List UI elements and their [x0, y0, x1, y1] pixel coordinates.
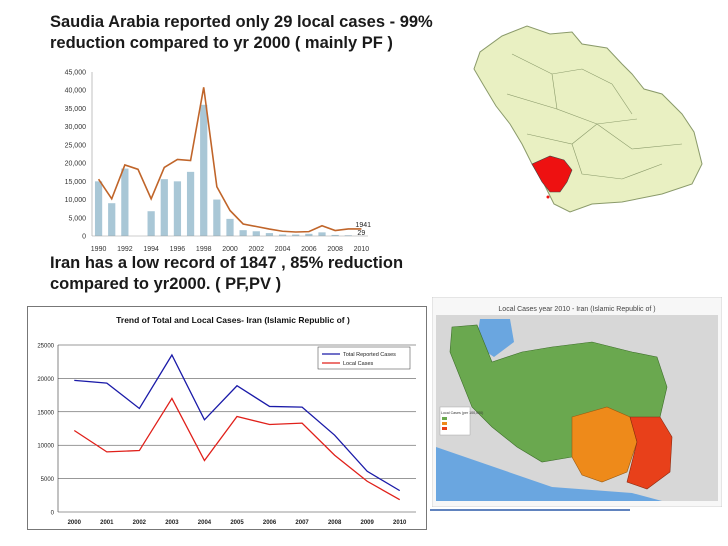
saudi-bar	[292, 234, 300, 236]
saudi-x-tick-label: 1992	[117, 246, 133, 253]
iran-medium-region	[571, 406, 638, 483]
iran-y-tick-label: 5000	[41, 477, 55, 483]
saudi-bar	[265, 233, 274, 236]
iran-heading: Iran has a low record of 1847 , 85% redu…	[50, 254, 404, 293]
saudi-bar	[226, 218, 234, 236]
iran-map-legend	[439, 406, 471, 436]
iran-series-line	[73, 397, 401, 501]
saudi-y-tick-label: 15,000	[65, 179, 87, 186]
iran-lines	[73, 353, 401, 501]
iran-cases-chart: Trend of Total and Local Cases- Iran (Is…	[37, 315, 416, 526]
saudi-bar	[331, 234, 339, 236]
saudi-bar	[108, 203, 116, 236]
saudi-bar	[278, 234, 287, 236]
iran-x-tick-label: 2002	[133, 520, 147, 526]
saudi-arabia-map	[473, 25, 703, 213]
saudi-line	[97, 87, 362, 233]
saudi-x-tick-label: 1998	[196, 246, 212, 253]
saudi-bar	[213, 199, 221, 236]
iran-x-tick-label: 2009	[361, 520, 375, 526]
saudi-bar	[186, 171, 195, 236]
saudi-bar	[318, 232, 326, 236]
saudi-trend-line	[97, 87, 362, 233]
saudi-annotation-1941: 1941	[355, 222, 371, 229]
saudi-y-tick-label: 35,000	[65, 106, 87, 113]
iran-y-axis: 0 5000 10000 15000 20000 25000	[37, 344, 54, 517]
saudi-y-tick-label: 40,000	[65, 88, 87, 95]
saudi-y-tick-label: 0	[82, 234, 86, 241]
iran-legend-label: Local Cases	[343, 361, 374, 367]
saudi-x-tick-label: 1990	[91, 246, 107, 253]
saudi-bar	[305, 233, 313, 236]
jazan-region-highlight	[531, 155, 573, 193]
saudi-bar	[173, 181, 182, 236]
iran-x-tick-label: 2008	[328, 520, 342, 526]
saudi-x-tick-label: 2010	[354, 246, 370, 253]
iran-gridlines	[57, 344, 416, 513]
iran-x-tick-label: 2003	[165, 520, 179, 526]
iran-x-tick-label: 2007	[295, 520, 309, 526]
iran-legend-box	[317, 346, 411, 370]
iran-high-region	[626, 416, 673, 490]
saudi-y-tick-label: 10,000	[65, 197, 87, 204]
saudi-annotation-29: 29	[357, 230, 365, 237]
iran-y-tick-label: 10000	[37, 444, 54, 450]
saudi-bar	[252, 231, 260, 236]
decorative-divider	[430, 509, 630, 511]
iran-map-title: Local Cases year 2010 - Iran (Islamic Re…	[498, 306, 655, 313]
saudi-x-tick-label: 1996	[170, 246, 186, 253]
saudi-x-axis: 1990 1992 1994 1996 1998 2000 2002 2004 2006 2008…	[91, 235, 370, 253]
saudi-y-tick-label: 30,000	[65, 124, 87, 131]
persian-gulf	[436, 447, 662, 501]
saudi-y-tick-label: 20,000	[65, 161, 87, 168]
saudi-x-tick-label: 2002	[248, 246, 264, 253]
saudi-bar	[200, 104, 208, 236]
iran-y-tick-label: 0	[51, 511, 55, 517]
saudi-bar	[121, 168, 129, 236]
legend-swatch-medium	[442, 422, 447, 425]
iran-y-tick-label: 25000	[37, 344, 54, 350]
iran-map: Local Cases year 2010 - Iran (Islamic Re…	[432, 297, 722, 507]
iran-map-legend-title: Local Cases (per 100,000)	[441, 411, 483, 415]
saudi-y-tick-label: 5,000	[68, 215, 86, 222]
iran-x-tick-label: 2005	[230, 520, 244, 526]
iran-legend: Total Reported Cases Local Cases	[317, 346, 411, 370]
saudi-bar	[239, 230, 247, 236]
saudi-heading: Saudia Arabia reported only 29 local cas…	[50, 13, 433, 52]
saudi-x-tick-label: 2006	[301, 246, 317, 253]
iran-y-tick-label: 20000	[37, 377, 54, 383]
iran-series-line	[74, 353, 401, 492]
iran-x-tick-label: 2010	[393, 520, 407, 526]
saudi-y-tick-label: 45,000	[65, 70, 87, 77]
island-dot	[546, 195, 550, 199]
iran-x-axis: 2000 2001 2002 2003 2004 2005 2006 2007 2008 2009…	[68, 520, 407, 526]
iran-y-tick-label: 15000	[37, 410, 54, 416]
saudi-bar	[160, 179, 168, 236]
saudi-y-tick-label: 25,000	[65, 142, 87, 149]
saudi-bars	[94, 104, 366, 236]
saudi-bar	[147, 211, 155, 236]
saudi-x-tick-label: 2008	[327, 246, 343, 253]
saudi-land	[473, 25, 703, 213]
iran-x-tick-label: 2004	[198, 520, 212, 526]
iran-chart-title: Trend of Total and Local Cases- Iran (Is…	[116, 315, 350, 325]
legend-swatch-low	[442, 417, 447, 420]
saudi-y-axis: 0 5,000 10,000 15,000 20,000 25,000 30,000 35,0…	[65, 70, 93, 241]
saudi-bar	[344, 235, 352, 236]
saudi-x-tick-label: 2004	[275, 246, 291, 253]
legend-swatch-high	[442, 427, 447, 430]
iran-chart-frame: Trend of Total and Local Cases- Iran (Is…	[27, 306, 427, 530]
iran-legend-label: Total Reported Cases	[343, 352, 396, 358]
iran-x-tick-label: 2001	[100, 520, 114, 526]
saudi-bar	[94, 181, 103, 236]
iran-x-tick-label: 2006	[263, 520, 277, 526]
iran-x-tick-label: 2000	[68, 520, 82, 526]
saudi-x-tick-label: 2000	[222, 246, 238, 253]
saudi-cases-chart: 0 5,000 10,000 15,000 20,000 25,000 30,000 35,0…	[65, 70, 372, 254]
saudi-x-tick-label: 1994	[143, 246, 159, 253]
